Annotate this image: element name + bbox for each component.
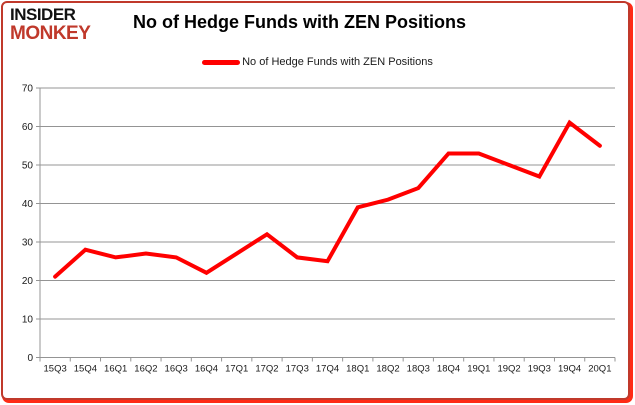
svg-text:16Q4: 16Q4 — [195, 364, 218, 375]
svg-text:30: 30 — [22, 238, 34, 249]
chart-frame — [1, 1, 630, 400]
svg-text:16Q1: 16Q1 — [104, 364, 127, 375]
svg-text:17Q1: 17Q1 — [225, 364, 248, 375]
svg-text:19Q2: 19Q2 — [497, 364, 520, 375]
svg-text:40: 40 — [22, 199, 34, 210]
svg-text:19Q1: 19Q1 — [467, 364, 490, 375]
legend-line-swatch — [202, 59, 241, 65]
svg-text:17Q2: 17Q2 — [255, 364, 278, 375]
svg-text:15Q4: 15Q4 — [74, 364, 97, 375]
logo-insider-text: INSIDER — [10, 5, 76, 24]
svg-text:10: 10 — [22, 315, 34, 326]
svg-text:18Q4: 18Q4 — [437, 364, 460, 375]
insider-monkey-logo: INSIDER MONKEY — [10, 5, 91, 44]
legend-label: No of Hedge Funds with ZEN Positions — [242, 56, 433, 68]
svg-text:19Q3: 19Q3 — [528, 364, 551, 375]
svg-text:50: 50 — [22, 161, 34, 172]
svg-text:15Q3: 15Q3 — [44, 364, 67, 375]
svg-text:18Q2: 18Q2 — [376, 364, 399, 375]
chart-title: No of Hedge Funds with ZEN Positions — [133, 12, 466, 32]
svg-text:18Q3: 18Q3 — [407, 364, 430, 375]
svg-text:20Q1: 20Q1 — [588, 364, 611, 375]
svg-text:0: 0 — [27, 353, 33, 364]
svg-text:19Q4: 19Q4 — [558, 364, 581, 375]
svg-text:20: 20 — [22, 276, 34, 287]
svg-text:70: 70 — [22, 84, 34, 95]
logo-monkey-text: MONKEY — [10, 23, 91, 44]
svg-text:60: 60 — [22, 122, 34, 133]
svg-text:17Q4: 17Q4 — [316, 364, 339, 375]
svg-text:18Q1: 18Q1 — [346, 364, 369, 375]
chart-legend: No of Hedge Funds with ZEN Positions — [0, 55, 635, 69]
svg-text:16Q2: 16Q2 — [134, 364, 157, 375]
svg-text:17Q3: 17Q3 — [286, 364, 309, 375]
svg-text:16Q3: 16Q3 — [165, 364, 188, 375]
